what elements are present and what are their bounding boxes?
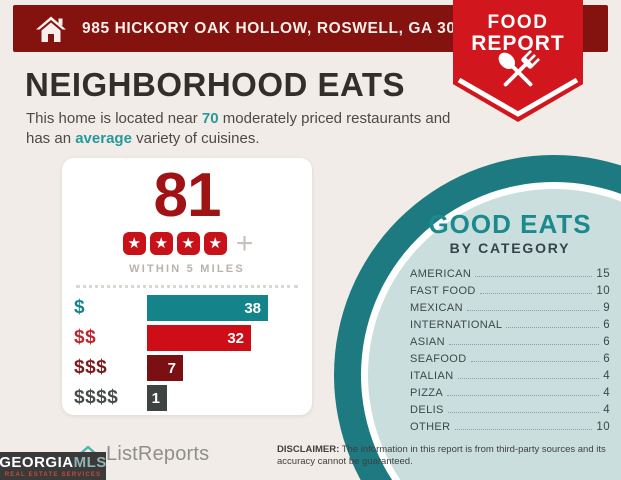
category-count: 6 bbox=[603, 319, 610, 331]
category-row: PIZZA 4 bbox=[410, 387, 610, 404]
category-label: MEXICAN bbox=[410, 302, 463, 314]
category-count: 9 bbox=[603, 302, 610, 314]
category-label: AMERICAN bbox=[410, 268, 472, 280]
price-tier-label: $$$$ bbox=[74, 387, 119, 409]
price-tier-label: $ bbox=[74, 297, 86, 319]
bar-row: $38 bbox=[74, 294, 312, 323]
dotted-leader bbox=[454, 429, 593, 430]
price-tier-label: $$$ bbox=[74, 357, 108, 379]
mls-wordmark-mls: MLS bbox=[73, 453, 107, 471]
badge-title-line2: REPORT bbox=[471, 31, 565, 55]
good-eats-circle: GOOD EATS BY CATEGORY AMERICAN 15 FAST FOO… bbox=[368, 189, 621, 480]
dotted-leader bbox=[457, 378, 600, 379]
georgia-mls-logo: GEORGIAMLS REAL ESTATE SERVICES bbox=[0, 452, 106, 480]
category-row: AMERICAN 15 bbox=[410, 268, 610, 285]
disclaimer-label: DISCLAIMER: bbox=[277, 444, 340, 455]
listreports-wordmark: ListReports bbox=[106, 443, 210, 465]
star-icon: ★ bbox=[203, 232, 227, 256]
disclaimer-text: The information in this report is from t… bbox=[277, 444, 606, 468]
house-icon bbox=[36, 16, 66, 42]
subtitle-text-1: This home is located near bbox=[26, 110, 202, 127]
restaurant-count: 70 bbox=[201, 110, 219, 127]
good-eats-content: GOOD EATS BY CATEGORY AMERICAN 15 FAST FOO… bbox=[410, 211, 610, 438]
category-label: FAST FOOD bbox=[410, 285, 476, 297]
category-count: 6 bbox=[603, 353, 610, 365]
category-row: OTHER 10 bbox=[410, 421, 610, 438]
category-label: ASIAN bbox=[410, 336, 446, 348]
category-label: OTHER bbox=[410, 421, 451, 433]
star-tiles: ★ ★ ★ ★ bbox=[121, 232, 229, 256]
good-eats-title: GOOD EATS bbox=[428, 209, 592, 239]
category-list: AMERICAN 15 FAST FOOD 10 MEXICAN 9 INTERNATION… bbox=[410, 268, 610, 438]
category-count: 4 bbox=[603, 370, 610, 382]
category-row: MEXICAN 9 bbox=[410, 302, 610, 319]
category-count: 10 bbox=[596, 285, 610, 297]
price-tier-bar-chart: $38 $$ 32 $$$ 7 $$$$ 1 bbox=[62, 294, 312, 413]
category-label: SEAFOOD bbox=[410, 353, 467, 365]
chevron-down-icon bbox=[457, 77, 579, 117]
category-row: ASIAN 6 bbox=[410, 336, 610, 353]
dotted-leader bbox=[479, 293, 593, 294]
page-title: NEIGHBORHOOD EATS bbox=[25, 66, 406, 103]
price-tier-label: $$ bbox=[74, 327, 97, 349]
mls-wordmark-georgia: GEORGIA bbox=[0, 453, 74, 471]
category-label: ITALIAN bbox=[410, 370, 454, 382]
bar: 7 bbox=[147, 355, 183, 382]
dotted-leader bbox=[466, 310, 600, 311]
category-row: INTERNATIONAL 6 bbox=[410, 319, 610, 336]
dotted-divider bbox=[76, 284, 298, 288]
star-icon: ★ bbox=[122, 232, 146, 256]
spoon-fork-icon bbox=[498, 50, 540, 87]
category-label: PIZZA bbox=[410, 387, 444, 399]
dotted-leader bbox=[449, 344, 600, 345]
category-row: SEAFOOD 6 bbox=[410, 353, 610, 370]
star-rating: ★ ★ ★ ★ + bbox=[62, 226, 312, 260]
dotted-leader bbox=[447, 412, 600, 413]
dotted-leader bbox=[475, 276, 593, 277]
badge-title-line1: FOOD bbox=[487, 12, 549, 33]
good-eats-subtitle: BY CATEGORY bbox=[449, 240, 571, 256]
star-icon: ★ bbox=[149, 232, 173, 256]
food-report-badge: FOOD REPORT bbox=[453, 0, 583, 122]
subtitle-text-3: variety of cuisines. bbox=[131, 130, 260, 148]
disclaimer: DISCLAIMER: The information in this repo… bbox=[277, 444, 611, 469]
score-card: 81 ★ ★ ★ ★ + WITHIN 5 MILES $38 $$ 32 $$$ 7 $$$$… bbox=[62, 158, 312, 415]
plus-icon: + bbox=[235, 226, 254, 260]
category-label: INTERNATIONAL bbox=[410, 319, 503, 331]
dotted-leader bbox=[447, 395, 600, 396]
category-count: 4 bbox=[603, 387, 610, 399]
subtitle-text-2: moderately priced restaurants and has an bbox=[26, 110, 451, 148]
bar: 1 bbox=[147, 385, 167, 412]
property-address: 985 HICKORY OAK HOLLOW, ROSWELL, GA 3007… bbox=[82, 19, 484, 37]
dotted-leader bbox=[470, 361, 600, 362]
category-row: ITALIAN 4 bbox=[410, 370, 610, 387]
star-icon: ★ bbox=[176, 232, 200, 256]
category-label: DELIS bbox=[410, 404, 444, 416]
category-count: 10 bbox=[596, 421, 610, 433]
bar-row: $$ 32 bbox=[74, 324, 312, 353]
food-score: 81 bbox=[153, 161, 222, 230]
bar: 38 bbox=[147, 295, 268, 322]
bar: 32 bbox=[147, 325, 251, 352]
category-count: 4 bbox=[603, 404, 610, 416]
category-row: FAST FOOD 10 bbox=[410, 285, 610, 302]
category-row: DELIS 4 bbox=[410, 404, 610, 421]
page-subtitle: This home is located near 70 moderately … bbox=[26, 109, 454, 150]
category-count: 15 bbox=[596, 268, 610, 280]
bar-row: $$$$ 1 bbox=[74, 384, 312, 413]
category-count: 6 bbox=[603, 336, 610, 348]
mls-tagline: REAL ESTATE SERVICES bbox=[4, 471, 102, 478]
radius-label: WITHIN 5 MILES bbox=[129, 262, 245, 275]
dotted-leader bbox=[506, 327, 600, 328]
variety-rating: average bbox=[75, 130, 132, 148]
bar-row: $$$ 7 bbox=[74, 354, 312, 383]
